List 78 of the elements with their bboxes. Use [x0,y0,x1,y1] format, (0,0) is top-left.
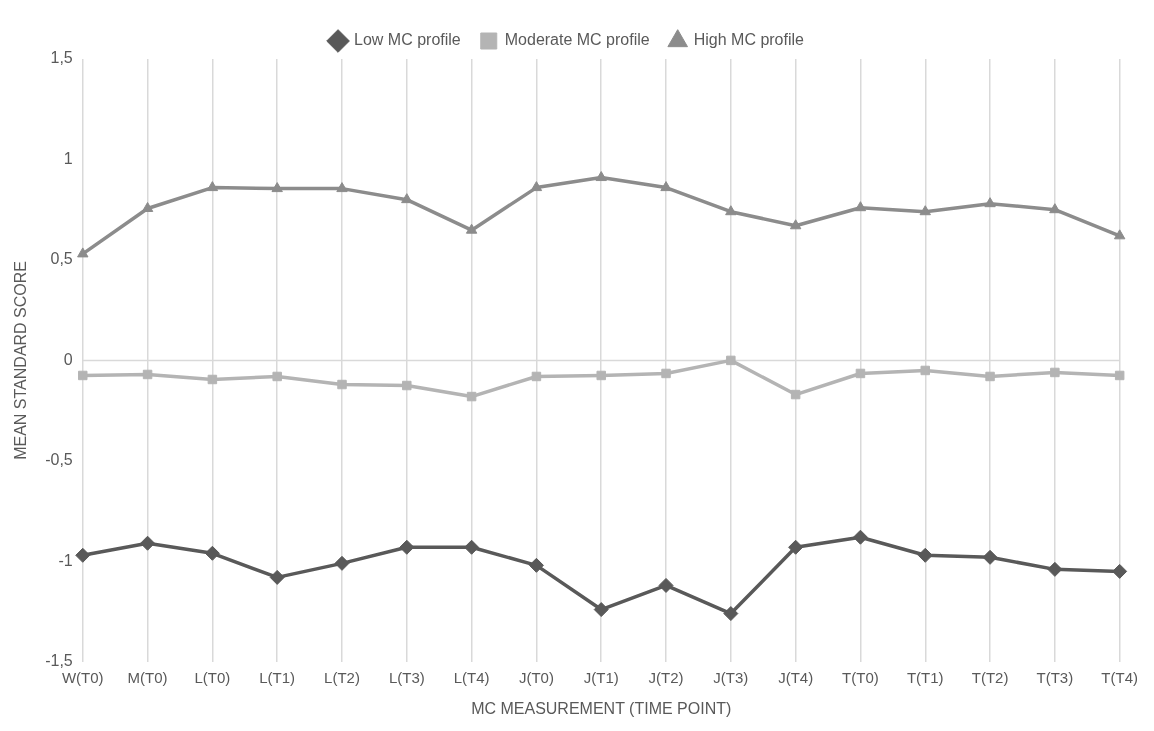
point [726,355,736,366]
point [269,569,285,585]
x-tick-label: M(T0) [127,668,168,686]
point [528,557,544,573]
x-tick-label: T(T2) [971,668,1009,686]
y-tick-label: 0 [63,350,73,368]
x-tick-label: L(T0) [194,668,231,686]
point [790,389,801,400]
x-tick-label: J(T1) [583,668,619,686]
point [1114,370,1125,381]
x-tick-label: T(T4) [1101,668,1139,686]
point [1050,367,1060,378]
point [661,368,671,379]
point [660,181,672,192]
point [530,181,543,192]
x-tick-label: T(T3) [1036,668,1074,686]
point [271,182,283,193]
point [142,369,153,380]
point [272,371,282,382]
legend-label: High MC profile [693,31,805,49]
point [789,219,802,230]
point [920,365,930,376]
point [77,247,89,258]
point [78,370,88,381]
point [206,181,219,192]
x-tick-label: J(T0) [518,668,554,686]
x-tick-label: J(T2) [648,668,684,686]
legend-label: Moderate MC profile [504,31,650,49]
point [337,379,347,390]
point [1049,203,1061,214]
y-tick-label: -1 [58,551,73,569]
point [466,391,477,402]
point [1047,561,1063,577]
point [596,370,606,381]
x-axis-title: MC MEASUREMENT (TIME POINT) [471,699,732,717]
y-axis-title: MEAN STANDARD SCORE [12,260,30,460]
point [982,549,998,565]
point [658,577,674,593]
point [595,171,607,182]
y-tick-label: -0,5 [45,451,73,469]
x-tick-label: J(T4) [778,668,814,686]
x-tick-label: J(T3) [713,668,749,686]
point [464,539,480,555]
y-tick-label: 1,5 [50,49,73,67]
x-tick-label: L(T1) [259,668,296,686]
x-tick-label: L(T3) [388,668,425,686]
point [531,371,542,382]
point [593,602,609,618]
point [723,606,739,622]
point [788,539,804,555]
point [1113,229,1126,240]
point [855,368,866,379]
point [334,555,350,571]
x-tick-label: L(T2) [324,668,360,686]
point [852,529,868,545]
point [402,380,412,391]
point [207,374,218,385]
point [919,205,931,216]
point [917,547,933,563]
point [725,205,737,216]
x-tick-label: W(T0) [61,668,104,686]
y-tick-label: 0,5 [50,250,73,268]
point [204,545,220,561]
point [465,223,478,234]
point [140,535,156,551]
point [75,547,91,563]
point [1112,563,1128,579]
point [985,371,995,382]
point [336,182,348,193]
point [399,539,415,555]
y-tick-label: 1 [63,149,73,167]
x-tick-label: T(T0) [842,668,879,686]
legend-label: Low MC profile [354,31,461,49]
point [984,197,996,208]
point [854,201,867,212]
x-tick-label: L(T4) [453,668,490,686]
x-tick-label: T(T1) [906,668,944,686]
y-tick-label: -1,5 [45,652,73,670]
